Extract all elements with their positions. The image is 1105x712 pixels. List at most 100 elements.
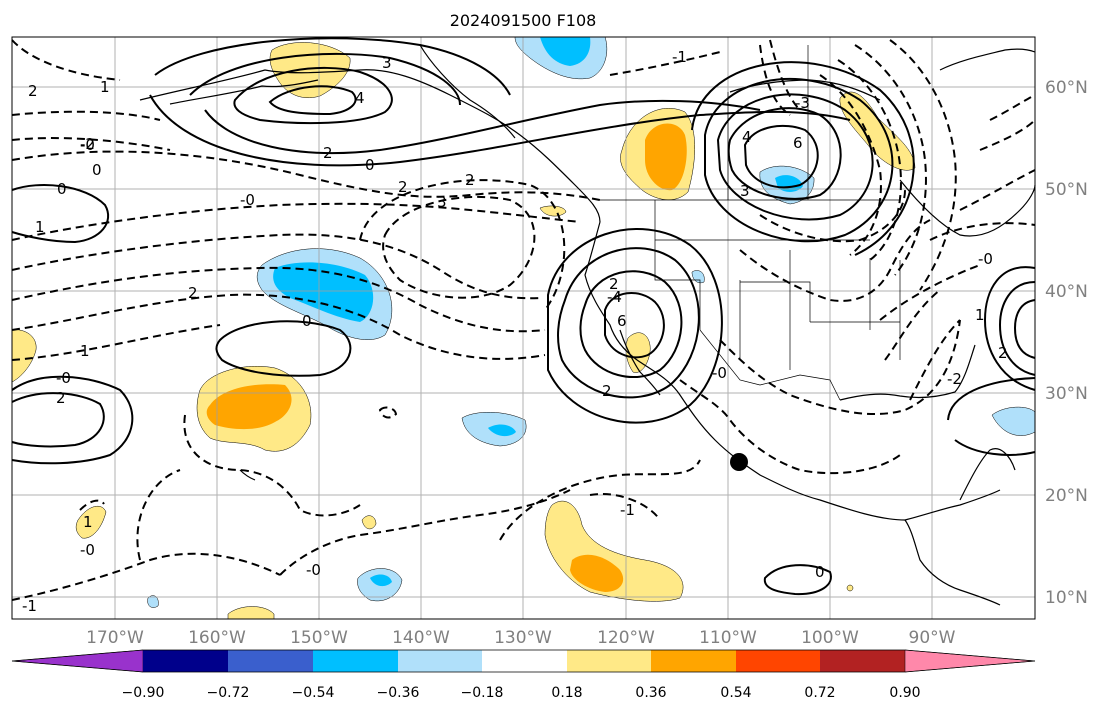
colorbar-segment xyxy=(820,650,905,672)
colorbar-tick: 0.54 xyxy=(720,685,751,701)
lon-label: 150°W xyxy=(290,628,348,648)
contour-label: -1 xyxy=(620,501,635,519)
contour-label: -1 xyxy=(672,48,687,66)
map-frame xyxy=(11,36,1036,620)
positive-shade-small-1 xyxy=(361,515,377,530)
contour-label: 2 xyxy=(323,144,333,162)
contour-label: 6 xyxy=(793,134,803,152)
map-panel: 2 1 3 4 2 0 0 0 2 2 3 -0 -0 1 -2 -1 0 2 … xyxy=(11,36,1036,620)
positive-shade-west-edge xyxy=(11,329,37,383)
lon-label: 170°W xyxy=(86,628,144,648)
colorbar-segment xyxy=(736,650,820,672)
colorbar-tick: −0.36 xyxy=(377,685,420,701)
positive-shade-hudson xyxy=(839,91,916,171)
colorbar-segment xyxy=(313,650,398,672)
colorbar-segment xyxy=(567,650,651,672)
colorbar-segment xyxy=(398,650,482,672)
contour-label: -3 xyxy=(795,94,810,112)
colorbar-tick: −0.72 xyxy=(207,685,250,701)
contour-label: -0 xyxy=(80,136,95,154)
lon-label: 120°W xyxy=(597,628,655,648)
coastlines xyxy=(139,44,1036,606)
colorbar-tick: −0.18 xyxy=(461,685,504,701)
contour-label: -0 xyxy=(80,541,95,559)
contour-label: 3 xyxy=(382,54,392,72)
colorbar-outline xyxy=(11,649,1036,673)
contour-label: -0 xyxy=(712,364,727,382)
shaded-anomalies xyxy=(11,36,1036,620)
contour-label: 1 xyxy=(80,342,90,360)
colorbar: −0.90 −0.72 −0.54 −0.36 −0.18 0.18 0.36 … xyxy=(11,649,1036,701)
contour-label: 2 xyxy=(188,284,198,302)
lat-label: 30°N xyxy=(1045,384,1088,404)
negative-shade-hawaii-east-core xyxy=(488,424,516,437)
contour-label: 0 xyxy=(92,161,102,179)
lon-label: 160°W xyxy=(188,628,246,648)
longitude-labels: 170°W 160°W 150°W 140°W 130°W 120°W 110°… xyxy=(86,628,956,648)
positive-shade-bc-core xyxy=(645,123,687,191)
contour-label: -0 xyxy=(240,191,255,209)
contour-label: -1 xyxy=(22,597,37,615)
contour-label: -0 xyxy=(56,369,71,387)
contour-label: 3 xyxy=(437,193,447,211)
colorbar-segment xyxy=(143,650,228,672)
contour-label: 2 xyxy=(609,275,619,293)
positive-shade-small-2 xyxy=(539,205,567,217)
lat-label: 10°N xyxy=(1045,588,1088,608)
contour-label: 2 xyxy=(398,178,408,196)
colorbar-tick: 0.72 xyxy=(804,685,835,701)
colorbar-segment xyxy=(651,650,736,672)
colorbar-segment xyxy=(482,650,567,672)
positive-contours xyxy=(11,37,1036,596)
graticule xyxy=(12,37,1035,619)
positive-shade-dot xyxy=(846,584,854,592)
colorbar-segment xyxy=(228,650,313,672)
lon-label: 90°W xyxy=(909,628,956,648)
colorbar-tick: −0.54 xyxy=(292,685,335,701)
contour-label: 2 xyxy=(602,382,612,400)
contour-label: 2 xyxy=(998,344,1008,362)
contour-label: 2 xyxy=(28,82,38,100)
contour-label: 6 xyxy=(617,312,627,330)
positive-shade-bottom xyxy=(227,606,275,620)
contour-label: 0 xyxy=(365,156,375,174)
lat-label: 60°N xyxy=(1045,78,1088,98)
lon-label: 110°W xyxy=(699,628,757,648)
contour-label: -2 xyxy=(947,370,962,388)
latitude-labels: 60°N 50°N 40°N 30°N 20°N 10°N xyxy=(1045,78,1088,608)
colorbar-extend-low xyxy=(11,649,144,673)
contour-label: 3 xyxy=(740,182,750,200)
lat-label: 50°N xyxy=(1045,180,1088,200)
contour-label: -2 xyxy=(80,135,95,153)
contour-label: 1 xyxy=(975,306,985,324)
positive-shade-central-pacific-core xyxy=(206,384,292,430)
positive-shade-hawaii-west xyxy=(75,505,107,539)
contour-label: 4 xyxy=(742,128,752,146)
contour-label: 2 xyxy=(56,389,66,407)
colorbar-tick: 0.36 xyxy=(635,685,666,701)
contour-label: 1 xyxy=(83,513,93,531)
colorbar-extend-high xyxy=(904,649,1036,673)
lat-label: 40°N xyxy=(1045,282,1088,302)
figure-title: 2024091500 F108 xyxy=(450,11,597,30)
contour-label: -0 xyxy=(978,250,993,268)
lon-label: 140°W xyxy=(392,628,450,648)
lat-label: 20°N xyxy=(1045,486,1088,506)
negative-shade-south-core xyxy=(370,574,392,587)
negative-contours xyxy=(11,39,1036,601)
contour-labels: 2 1 3 4 2 0 0 0 2 2 3 -0 -0 1 -2 -1 0 2 … xyxy=(22,48,1008,615)
colorbar-tick: 0.18 xyxy=(551,685,582,701)
colorbar-tick: −0.90 xyxy=(122,685,165,701)
contour-label: 0 xyxy=(57,180,67,198)
colorbar-tick: 0.90 xyxy=(889,685,920,701)
storm-position-marker xyxy=(730,453,748,471)
contour-label: 2 xyxy=(465,171,475,189)
negative-shade-small xyxy=(147,595,159,608)
contour-label: 4 xyxy=(355,89,365,107)
contour-label: 1 xyxy=(35,218,45,236)
lon-label: 130°W xyxy=(494,628,552,648)
contour-label: 0 xyxy=(815,563,825,581)
contour-label: 1 xyxy=(100,78,110,96)
lon-label: 100°W xyxy=(801,628,859,648)
